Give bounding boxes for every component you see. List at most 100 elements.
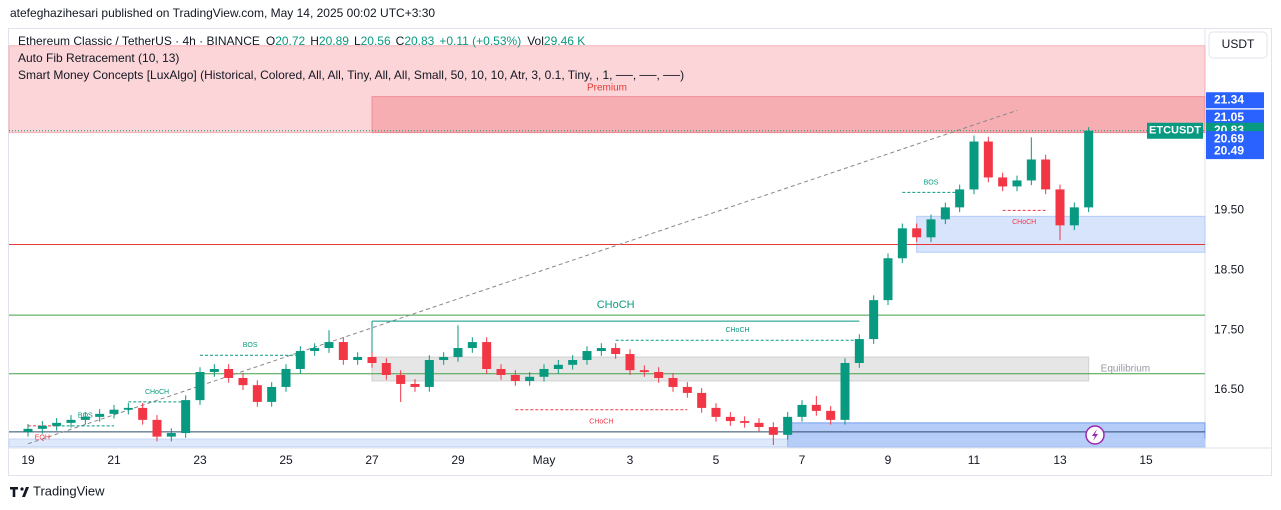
ohlc-key: L [354,34,361,48]
candle-body [654,371,664,378]
candle [668,373,678,392]
candle [969,135,979,195]
candle-body [568,360,578,365]
candle [1012,175,1022,192]
ohlc-value: 20.83 [404,34,434,48]
candle-body [955,189,965,208]
candle-body [826,410,836,420]
candle [123,403,133,415]
zone [8,45,1206,134]
candle [539,364,549,382]
x-tick-label: 9 [885,453,892,467]
candle-body [396,374,406,384]
candle [811,395,821,416]
candle-body [553,364,563,369]
candle [467,337,477,353]
candle-body [209,368,219,372]
candle [281,364,291,392]
brand: TradingView [10,483,105,498]
candle-body [697,392,707,408]
y-tick-label: 19.50 [1214,203,1244,217]
candle [826,406,836,425]
candle [1041,154,1051,195]
indicator-name: Auto Fib Retracement (10, 13) [18,51,179,65]
candle-body [840,363,850,420]
candle [754,418,764,432]
ohlc-value: 20.89 [319,34,349,48]
candle [37,421,47,434]
candle-body [324,342,334,349]
candle-body [969,141,979,190]
candle [940,202,950,225]
candle-body [252,385,262,402]
x-tick-label: 13 [1053,453,1067,467]
symbol-tag-bg [1147,122,1203,139]
x-tick-label: 19 [21,453,35,467]
candle-body [367,357,377,364]
candle [639,365,649,377]
candle [983,136,993,183]
ohlc-key: C [396,34,405,48]
zone-label: Premium [587,82,627,93]
candle [109,404,119,419]
candle [768,422,778,446]
candle [840,358,850,425]
brand-name: TradingView [33,483,105,498]
structure-label: CHoCH [145,389,169,396]
candle [682,382,692,398]
candle [1069,202,1079,231]
candle [582,346,592,365]
vol-value: 29.46 K [544,34,585,48]
candle [854,334,864,368]
candle-body [23,428,33,432]
candle-body [811,404,821,411]
candle [310,343,320,356]
candle-body [95,413,105,417]
candle-body [539,368,549,377]
candle-body [166,433,176,437]
ohlc-value: 20.72 [275,34,305,48]
price-badge-label: 20.69 [1214,131,1244,145]
candle-body [525,376,535,381]
structure-label: CHoCH [589,419,613,426]
candle [396,370,406,402]
candle [711,403,721,422]
structure-label: BOS [243,342,258,349]
candle [238,373,248,390]
candle-body [711,407,721,417]
brand-logo [10,487,29,497]
candle-body [625,354,635,371]
candle-body [424,360,434,387]
ohlc-key: H [310,34,319,48]
candle-body [725,416,735,422]
price-badge [1206,109,1264,126]
candle [654,367,664,383]
candle [897,223,907,264]
trendline [27,109,1018,445]
brand-logo-dot [20,487,24,491]
currency-button[interactable] [1208,31,1268,59]
candle [166,428,176,442]
candle-body [37,425,47,429]
candle-body [410,383,420,387]
currency[interactable]: USDT [1222,37,1255,51]
candle-body [754,422,764,428]
candle [195,367,205,405]
candle [496,364,506,380]
candle-body [195,371,205,401]
candle [783,412,793,440]
alert-bolt [1092,429,1098,441]
candle-body [338,342,348,361]
x-tick-label: 7 [799,453,806,467]
candle [95,409,105,422]
price-badge-label: 21.34 [1214,92,1244,106]
candle [152,415,162,442]
candle [453,325,463,362]
vol-label: Vol [527,34,544,48]
x-tick-label: 27 [365,453,379,467]
candle-body [940,207,950,220]
candle-body [883,258,893,301]
candle-body [1026,159,1036,181]
structure-label: CHoCH [725,327,749,334]
